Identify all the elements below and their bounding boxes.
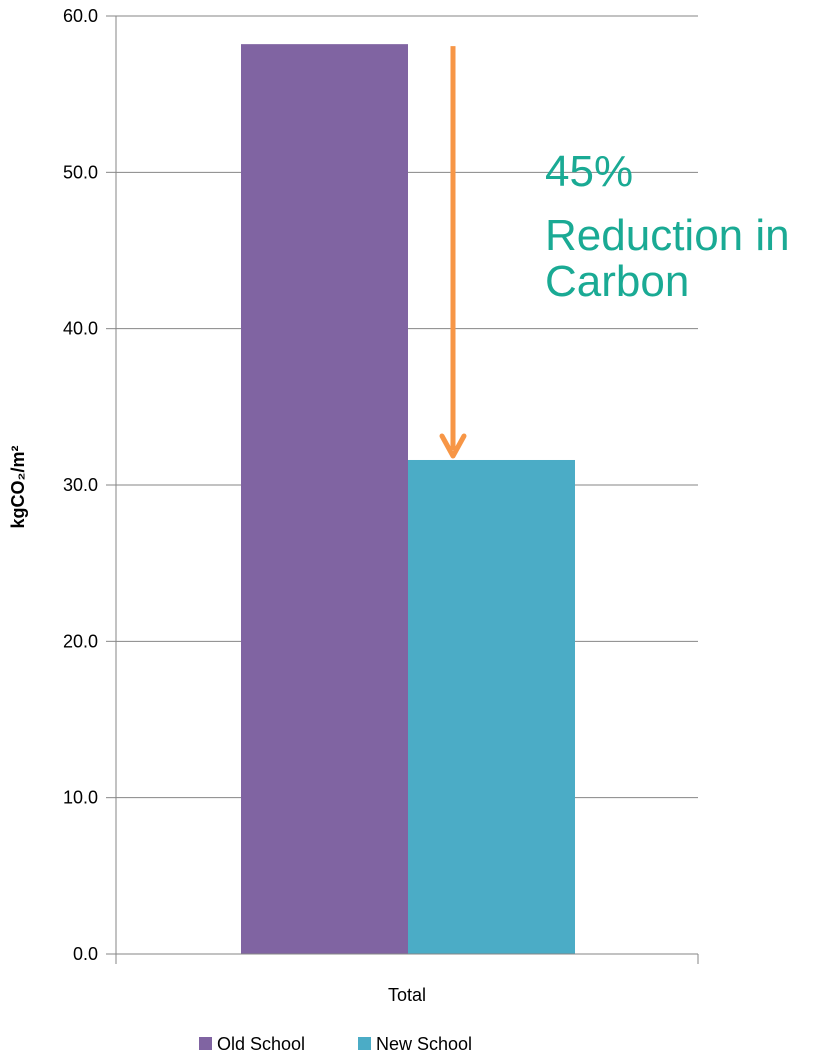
bar-old-school (241, 44, 408, 954)
y-axis-label: kgCO₂/m² (8, 445, 28, 528)
arrow-head (439, 433, 467, 459)
x-axis-categories: Total (388, 985, 426, 1005)
annotation-line: Carbon (545, 257, 689, 306)
y-tick-label: 0.0 (73, 944, 98, 964)
y-axis-title: kgCO₂/m² (8, 445, 28, 528)
legend-label: New School (376, 1034, 472, 1054)
bar-new-school (408, 459, 575, 954)
axes (115, 16, 699, 964)
y-tick-label: 50.0 (63, 162, 98, 182)
y-tick-label: 60.0 (63, 6, 98, 26)
y-tick-label: 30.0 (63, 475, 98, 495)
reduction-arrow (439, 46, 467, 459)
legend-swatch (358, 1037, 371, 1050)
y-tick-label: 40.0 (63, 319, 98, 339)
bars (241, 44, 575, 954)
annotation-line: 45% (545, 147, 633, 196)
y-axis-ticks: 0.0 10.0 20.0 30.0 40.0 50.0 60.0 (63, 6, 116, 964)
y-tick-label: 20.0 (63, 631, 98, 651)
legend-label: Old School (217, 1034, 305, 1054)
y-tick-label: 10.0 (63, 788, 98, 808)
legend-swatch (199, 1037, 212, 1050)
x-category-label: Total (388, 985, 426, 1005)
legend: Old School New School (199, 1034, 472, 1054)
annotation-line: Reduction in (545, 211, 790, 260)
